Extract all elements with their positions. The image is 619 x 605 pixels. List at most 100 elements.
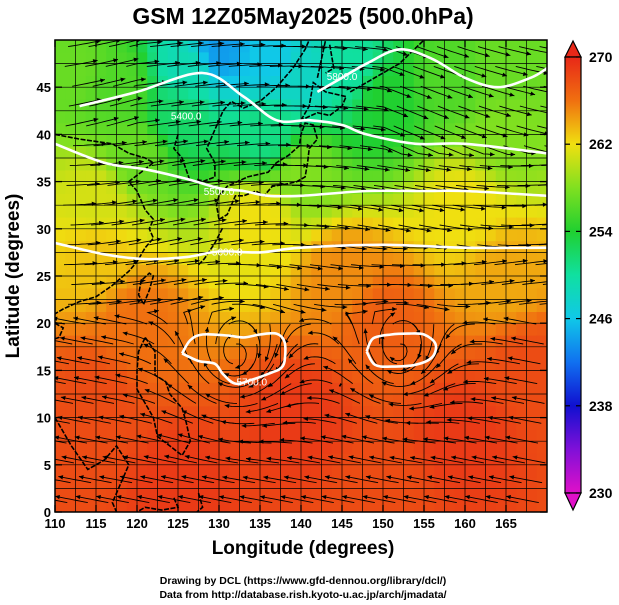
temperature-cell (516, 87, 528, 100)
streamline-arrow (526, 298, 532, 303)
temperature-cell (219, 287, 230, 301)
temperature-cell (239, 181, 251, 194)
temperature-cell (311, 335, 323, 348)
temperature-cell (485, 476, 497, 489)
temperature-cell (290, 287, 302, 301)
temperature-cell (126, 51, 138, 65)
temperature-cell (96, 169, 107, 183)
streamline (450, 343, 483, 355)
temperature-cell (301, 228, 312, 242)
streamline (115, 374, 148, 385)
temperature-cell (239, 75, 251, 88)
temperature-cell (331, 453, 343, 466)
temperature-cell (301, 51, 312, 65)
streamline-arrow (528, 163, 534, 169)
streamline-arrow (460, 207, 466, 212)
streamline (129, 41, 163, 48)
temperature-cell (536, 181, 547, 194)
temperature-cell (147, 382, 159, 395)
temperature-cell (321, 252, 333, 265)
temperature-cell (75, 122, 87, 135)
temperature-cell (229, 464, 241, 478)
temperature-cell (126, 134, 138, 147)
temperature-cell (352, 181, 364, 194)
temperature-cell (188, 429, 200, 442)
streamline-arrow (399, 132, 405, 137)
streamline (66, 183, 100, 186)
temperature-cell (536, 405, 547, 419)
temperature-cell (321, 99, 333, 112)
temperature-cell (506, 252, 517, 265)
temperature-cell (219, 169, 230, 183)
streamline (268, 204, 302, 206)
temperature-cell (506, 441, 517, 454)
streamline (410, 456, 443, 464)
temperature-cell (536, 228, 547, 242)
temperature-cell (311, 193, 323, 206)
temperature-cell (239, 264, 251, 277)
streamline-arrow (405, 167, 411, 173)
temperature-cell (280, 453, 292, 466)
streamline (437, 303, 471, 308)
temperature-cell (465, 429, 476, 442)
streamline (101, 396, 135, 404)
temperature-cell (485, 63, 497, 76)
temperature-cell (147, 87, 159, 100)
temperature-cell (321, 158, 333, 171)
y-tick-label: 20 (37, 316, 51, 331)
temperature-cell (65, 453, 77, 466)
temperature-cell (280, 287, 292, 301)
temperature-cell (403, 500, 415, 512)
temperature-cell (424, 158, 435, 171)
streamline-arrow (448, 152, 454, 157)
streamline-arrow (300, 309, 306, 314)
temperature-cell (516, 382, 528, 395)
temperature-cell (75, 287, 87, 301)
temperature-cell (188, 311, 200, 324)
temperature-cell (413, 287, 425, 301)
temperature-cell (403, 405, 415, 419)
temperature-cell (270, 405, 282, 419)
temperature-cell (342, 476, 353, 489)
temperature-cell (137, 405, 148, 419)
temperature-cell (75, 264, 87, 277)
temperature-cell (249, 158, 261, 171)
temperature-cell (198, 464, 210, 478)
temperature-cell (116, 464, 128, 478)
streamline-arrow (443, 436, 449, 441)
streamline (55, 458, 74, 464)
temperature-cell (352, 240, 364, 253)
temperature-cell (96, 193, 107, 206)
temperature-cell (126, 346, 138, 360)
temperature-cell (342, 193, 353, 206)
streamline-arrow (202, 277, 207, 283)
temperature-cell (106, 228, 118, 242)
streamline (99, 476, 133, 484)
temperature-cell (126, 264, 138, 277)
temperature-cell (454, 217, 466, 230)
streamline-arrow (361, 435, 367, 440)
streamline-arrow (158, 99, 164, 104)
temperature-cell (96, 99, 107, 112)
streamline (460, 281, 495, 285)
temperature-cell (331, 146, 343, 159)
temperature-cell (383, 429, 394, 442)
temperature-cell (465, 87, 476, 100)
temperature-cell (208, 405, 220, 419)
temperature-cell (526, 441, 538, 454)
height-contour (55, 241, 547, 261)
streamline-arrow (161, 278, 166, 283)
temperature-cell (362, 134, 374, 147)
streamline (352, 125, 386, 131)
streamline-arrow (465, 304, 471, 309)
x-tick-label: 145 (331, 516, 353, 531)
temperature-cell (342, 205, 353, 218)
temperature-cell (198, 500, 210, 512)
temperature-cell (167, 228, 179, 242)
temperature-cell (126, 228, 138, 242)
temperature-cell (219, 464, 230, 478)
temperature-cell (55, 299, 66, 312)
temperature-cell (178, 228, 189, 242)
temperature-cell (147, 429, 159, 442)
streamline (474, 65, 508, 77)
